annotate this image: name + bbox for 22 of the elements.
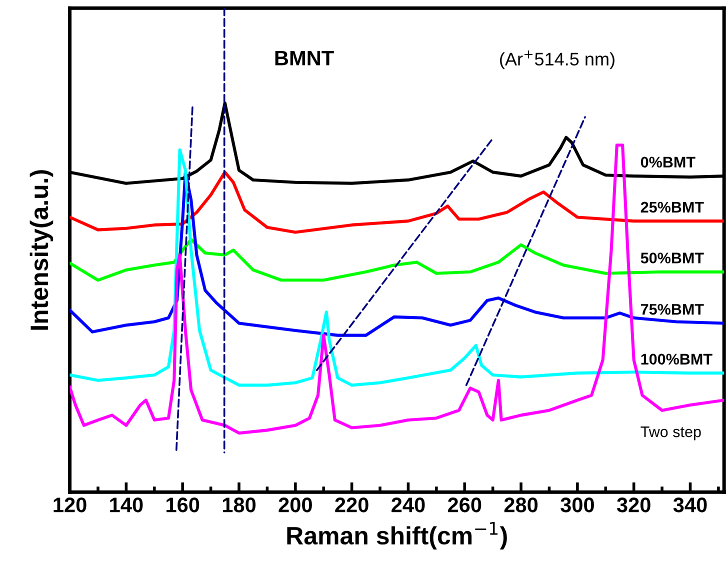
x-tick-label: 160 <box>166 498 200 512</box>
x-axis-title: Raman shift(cm$^{−1}$) <box>287 522 507 550</box>
series-label: 25%BMT <box>640 202 704 213</box>
series-label: Two step <box>640 426 701 440</box>
x-tick-label: 320 <box>616 498 650 512</box>
y-axis-title: Intensity(a.u.) <box>30 170 54 330</box>
series-label: 100%BMT <box>641 354 712 365</box>
x-tick-label: 120 <box>54 498 86 512</box>
x-tick-label: 260 <box>448 498 482 512</box>
x-tick-label: 300 <box>560 498 594 512</box>
x-tick-label: 220 <box>335 498 368 512</box>
x-tick-label: 140 <box>110 498 143 512</box>
annotation: (Ar$^{+}$514.5 nm) <box>500 50 614 70</box>
series-label: 50%BMT <box>640 252 704 264</box>
series-label: 75%BMT <box>641 304 704 315</box>
text: BMNT <box>275 50 334 66</box>
x-tick-label: 180 <box>222 498 256 512</box>
series-label: 0%BMT <box>640 156 696 168</box>
x-tick-label: 340 <box>673 498 707 512</box>
x-tick-label: 280 <box>504 498 538 512</box>
x-tick-label: 240 <box>392 498 425 512</box>
x-tick-label: 200 <box>278 498 312 512</box>
